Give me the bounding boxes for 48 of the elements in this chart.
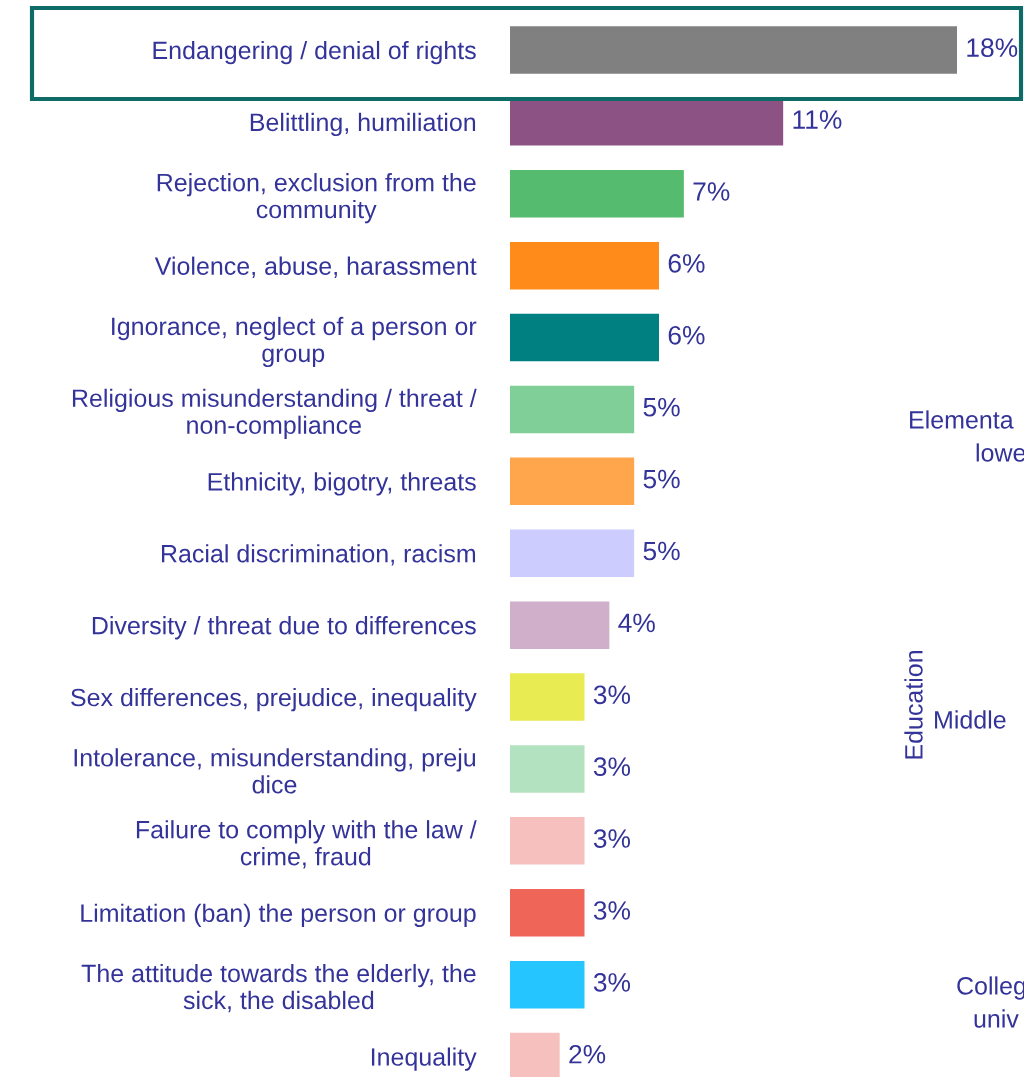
y-tick-label: Ignorance, neglect of a person or group	[112, 316, 477, 368]
data-label: 4%	[618, 613, 655, 633]
data-label: 3%	[593, 829, 631, 848]
y-tick-label: Violence, abuse, harassment	[154, 256, 477, 278]
data-label: 6%	[668, 254, 705, 273]
y-tick-label: Sex differences, prejudice, inequality	[71, 687, 477, 712]
bar	[510, 170, 684, 218]
bar	[510, 385, 635, 434]
y-tick-label: Intolerance, misunderstanding, preju dice	[74, 748, 476, 794]
annotation: Elementa	[910, 410, 1014, 429]
y-tick-label: Racial discrimination, racism	[161, 544, 476, 566]
bar	[510, 601, 610, 649]
y-tick-label: Religious misunderstanding / threat / non-compliance	[72, 388, 477, 439]
data-label: 3%	[593, 757, 631, 777]
data-label: 6%	[668, 325, 705, 345]
bar	[510, 26, 957, 74]
data-label: 2%	[569, 1044, 606, 1064]
data-label: 18%	[967, 38, 1018, 58]
y-tick-label: Endangering / denial of rights	[153, 40, 476, 65]
bar	[510, 529, 635, 577]
annotation: Middle	[935, 710, 1006, 729]
y-tick-label: Belittling, humiliation	[250, 112, 476, 137]
y-tick-label: Diversity / threat due to differences	[92, 616, 476, 640]
data-label: 7%	[693, 182, 730, 201]
bar	[510, 98, 784, 146]
data-label: 3%	[593, 973, 631, 992]
y-tick-label: Inequality	[371, 1047, 477, 1071]
data-label: 5%	[643, 397, 680, 417]
bar	[510, 889, 585, 937]
y-tick-label: Failure to comply with the law / crime, fraud	[136, 820, 477, 869]
bar	[510, 960, 585, 1009]
bar	[510, 817, 585, 865]
bar	[510, 745, 585, 793]
bar	[510, 241, 659, 290]
y-tick-label: The attitude towards the elderly, the sick, the disabled	[81, 963, 476, 1013]
data-label: 5%	[643, 541, 680, 561]
text: univ	[974, 1009, 1019, 1028]
y-tick-label: Limitation (ban) the person or group	[81, 903, 476, 927]
data-label: 5%	[643, 469, 680, 489]
data-label: 3%	[593, 901, 631, 920]
annotation: Education	[904, 651, 923, 759]
bar	[510, 673, 585, 721]
bar	[510, 313, 659, 362]
y-tick-label: Ethnicity, bigotry, threats	[208, 472, 476, 496]
bar	[510, 457, 635, 506]
data-label: 3%	[593, 685, 631, 705]
data-label: 11%	[793, 110, 842, 129]
y-tick-label: Rejection, exclusion from the community	[157, 173, 476, 224]
